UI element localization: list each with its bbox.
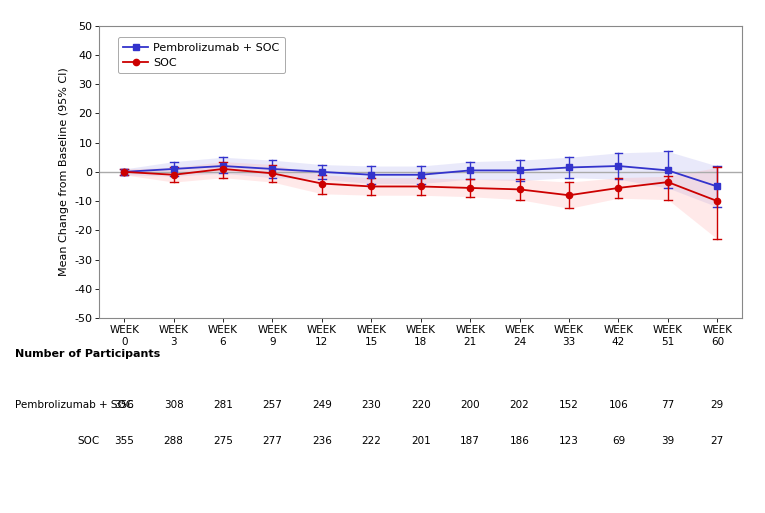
Pembrolizumab + SOC (565, 164, 574, 170)
Text: 355: 355 (114, 436, 134, 446)
Pembrolizumab + SOC (219, 163, 228, 169)
Line: SOC: SOC (121, 166, 721, 204)
Pembrolizumab + SOC (169, 166, 178, 172)
Pembrolizumab + SOC (119, 169, 129, 175)
Text: 275: 275 (213, 436, 233, 446)
Text: 281: 281 (213, 400, 233, 410)
Pembrolizumab + SOC (614, 163, 623, 169)
Text: 77: 77 (661, 400, 675, 410)
SOC (268, 170, 277, 176)
Text: 69: 69 (612, 436, 625, 446)
Text: 186: 186 (509, 436, 529, 446)
Text: 39: 39 (661, 436, 675, 446)
Text: 308: 308 (164, 400, 184, 410)
Text: 230: 230 (361, 400, 381, 410)
Pembrolizumab + SOC (663, 167, 672, 173)
Text: 202: 202 (509, 400, 529, 410)
Text: 187: 187 (461, 436, 480, 446)
SOC (119, 169, 129, 175)
Text: Pembrolizumab + SOC: Pembrolizumab + SOC (15, 400, 133, 410)
SOC (614, 185, 623, 191)
Text: 257: 257 (262, 400, 282, 410)
Legend: Pembrolizumab + SOC, SOC: Pembrolizumab + SOC, SOC (118, 37, 285, 73)
Text: 249: 249 (312, 400, 332, 410)
Text: Number of Participants: Number of Participants (15, 349, 161, 359)
SOC (515, 186, 524, 192)
Pembrolizumab + SOC (366, 172, 376, 178)
Text: 222: 222 (361, 436, 381, 446)
Text: SOC: SOC (77, 436, 99, 446)
Text: 201: 201 (411, 436, 431, 446)
SOC (169, 172, 178, 178)
SOC (219, 166, 228, 172)
Text: 356: 356 (114, 400, 134, 410)
Text: 27: 27 (711, 436, 724, 446)
Text: 236: 236 (312, 436, 332, 446)
SOC (565, 192, 574, 199)
SOC (317, 181, 327, 187)
SOC (713, 198, 722, 204)
SOC (663, 179, 672, 185)
Pembrolizumab + SOC (317, 169, 327, 175)
Text: 200: 200 (461, 400, 480, 410)
Pembrolizumab + SOC (515, 167, 524, 173)
Text: 29: 29 (711, 400, 724, 410)
SOC (366, 184, 376, 190)
SOC (416, 184, 425, 190)
Text: 277: 277 (262, 436, 282, 446)
Text: 123: 123 (559, 436, 579, 446)
Text: 220: 220 (411, 400, 431, 410)
Text: 152: 152 (559, 400, 579, 410)
Pembrolizumab + SOC (466, 167, 475, 173)
Pembrolizumab + SOC (713, 184, 722, 190)
Pembrolizumab + SOC (268, 166, 277, 172)
Pembrolizumab + SOC (416, 172, 425, 178)
Line: Pembrolizumab + SOC: Pembrolizumab + SOC (121, 163, 721, 190)
Text: 106: 106 (609, 400, 628, 410)
Text: 288: 288 (164, 436, 184, 446)
SOC (466, 185, 475, 191)
Y-axis label: Mean Change from Baseline (95% CI): Mean Change from Baseline (95% CI) (59, 68, 69, 276)
